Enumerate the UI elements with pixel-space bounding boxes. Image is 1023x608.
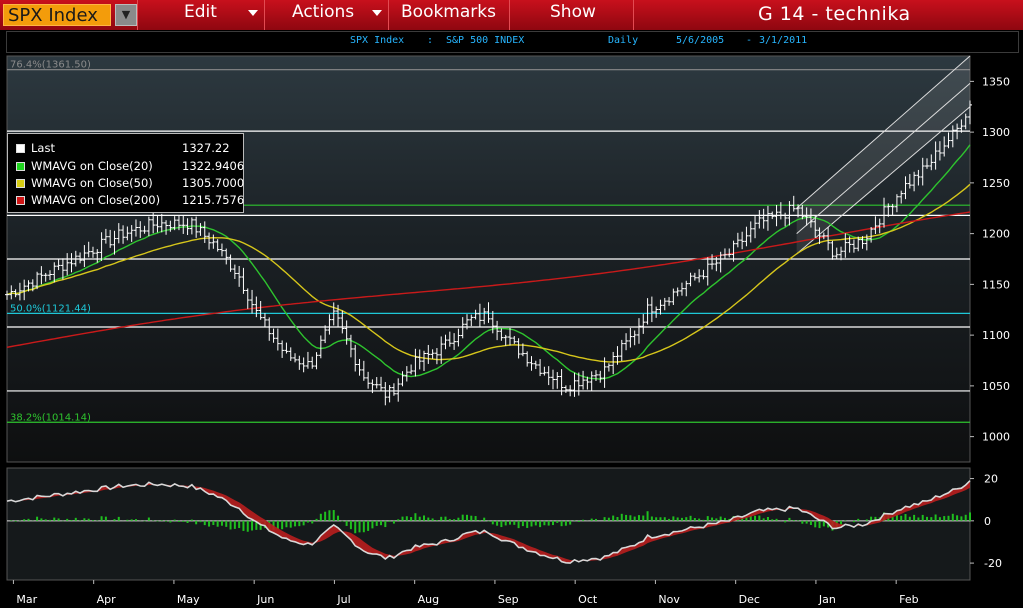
legend-value: 1327.22 xyxy=(182,141,230,155)
info-bar xyxy=(6,31,1019,53)
y-tick-label: 1050 xyxy=(982,380,1010,393)
y-tick-label: 1200 xyxy=(982,228,1010,241)
legend-name: WMAVG on Close(20) xyxy=(31,159,153,173)
menu-edit[interactable]: Edit xyxy=(137,0,264,30)
level-label: 38.2%(1014.14) xyxy=(10,412,91,423)
legend-value: 1322.9406 xyxy=(182,159,245,173)
x-tick-label: Oct xyxy=(578,593,598,606)
x-tick-label: Nov xyxy=(658,593,680,606)
menu-show-label: Show xyxy=(550,2,596,22)
legend-swatch xyxy=(16,144,25,153)
menu-bookmarks[interactable]: Bookmarks xyxy=(388,0,509,30)
info-date-dash: - xyxy=(746,35,753,46)
legend-row-last: Last 1327.22 xyxy=(14,141,242,157)
oscillator-panel xyxy=(6,467,971,581)
ticker-label: SPX Index xyxy=(8,5,98,26)
y-tick-label: 1100 xyxy=(982,329,1010,342)
osc-y-tick-label: -20 xyxy=(984,557,1002,570)
legend-value: 1215.7576 xyxy=(182,193,245,207)
x-tick-label: Dec xyxy=(739,593,760,606)
menu-actions[interactable]: Actions xyxy=(264,0,388,30)
y-tick-label: 1250 xyxy=(982,177,1010,190)
y-tick-label: 1300 xyxy=(982,126,1010,139)
info-period: Daily xyxy=(608,35,639,46)
legend: Last 1327.22 WMAVG on Close(20) 1322.940… xyxy=(7,133,244,213)
chevron-down-icon xyxy=(372,10,382,16)
x-tick-label: Mar xyxy=(16,593,37,606)
menu-edit-label: Edit xyxy=(184,2,217,22)
osc-y-tick-label: 20 xyxy=(984,473,998,486)
info-date-from: 5/6/2005 xyxy=(676,35,725,46)
legend-row-wma20: WMAVG on Close(20) 1322.9406 xyxy=(14,159,245,175)
legend-value: 1305.7000 xyxy=(182,176,245,190)
info-separator: : xyxy=(427,35,434,46)
oscillator-band xyxy=(7,480,970,564)
y-tick-label: 1350 xyxy=(982,75,1010,88)
info-security: SPX Index xyxy=(350,35,405,46)
channel-lower-line xyxy=(796,106,971,255)
ticker-field[interactable]: SPX Index xyxy=(3,4,111,26)
info-name: S&P 500 INDEX xyxy=(446,35,525,46)
legend-name: Last xyxy=(31,141,55,155)
y-tick-label: 1150 xyxy=(982,278,1010,291)
legend-row-wma200: WMAVG on Close(200) 1215.7576 xyxy=(14,193,245,209)
legend-swatch xyxy=(16,196,25,205)
chevron-down-icon xyxy=(248,10,258,16)
channel-middle-line xyxy=(796,83,971,235)
legend-swatch xyxy=(16,162,25,171)
wma200-line xyxy=(6,211,971,348)
menu-actions-label: Actions xyxy=(292,2,355,22)
legend-row-wma50: WMAVG on Close(50) 1305.7000 xyxy=(14,176,245,192)
x-tick-label: Aug xyxy=(418,593,439,606)
menu-bookmarks-label: Bookmarks xyxy=(401,2,496,22)
info-date-to: 3/1/2011 xyxy=(759,35,808,46)
ticker-dropdown-button[interactable]: ▼ xyxy=(115,4,137,26)
trend-channel xyxy=(796,56,970,254)
legend-name: WMAVG on Close(200) xyxy=(31,193,161,207)
window-title: G 14 - technika xyxy=(758,3,911,25)
oscillator-line xyxy=(6,480,971,564)
legend-swatch xyxy=(16,179,25,188)
wma50-line xyxy=(6,183,971,363)
x-tick-label: Apr xyxy=(97,593,117,606)
x-tick-label: Jul xyxy=(336,593,350,606)
x-tick-label: Feb xyxy=(899,593,918,606)
y-tick-label: 1000 xyxy=(982,431,1010,444)
level-label: 76.4%(1361.50) xyxy=(10,60,91,71)
x-tick-label: Sep xyxy=(498,593,519,606)
legend-name: WMAVG on Close(50) xyxy=(31,176,153,190)
level-label: 50.0%(1121.44) xyxy=(10,303,91,314)
channel-upper-line xyxy=(796,55,971,209)
x-tick-label: May xyxy=(177,593,200,606)
menu-show[interactable]: Show xyxy=(509,0,634,30)
toolbar xyxy=(0,0,1023,30)
x-tick-label: Jan xyxy=(818,593,836,606)
osc-y-tick-label: 0 xyxy=(984,515,991,528)
x-tick-label: Jun xyxy=(256,593,274,606)
